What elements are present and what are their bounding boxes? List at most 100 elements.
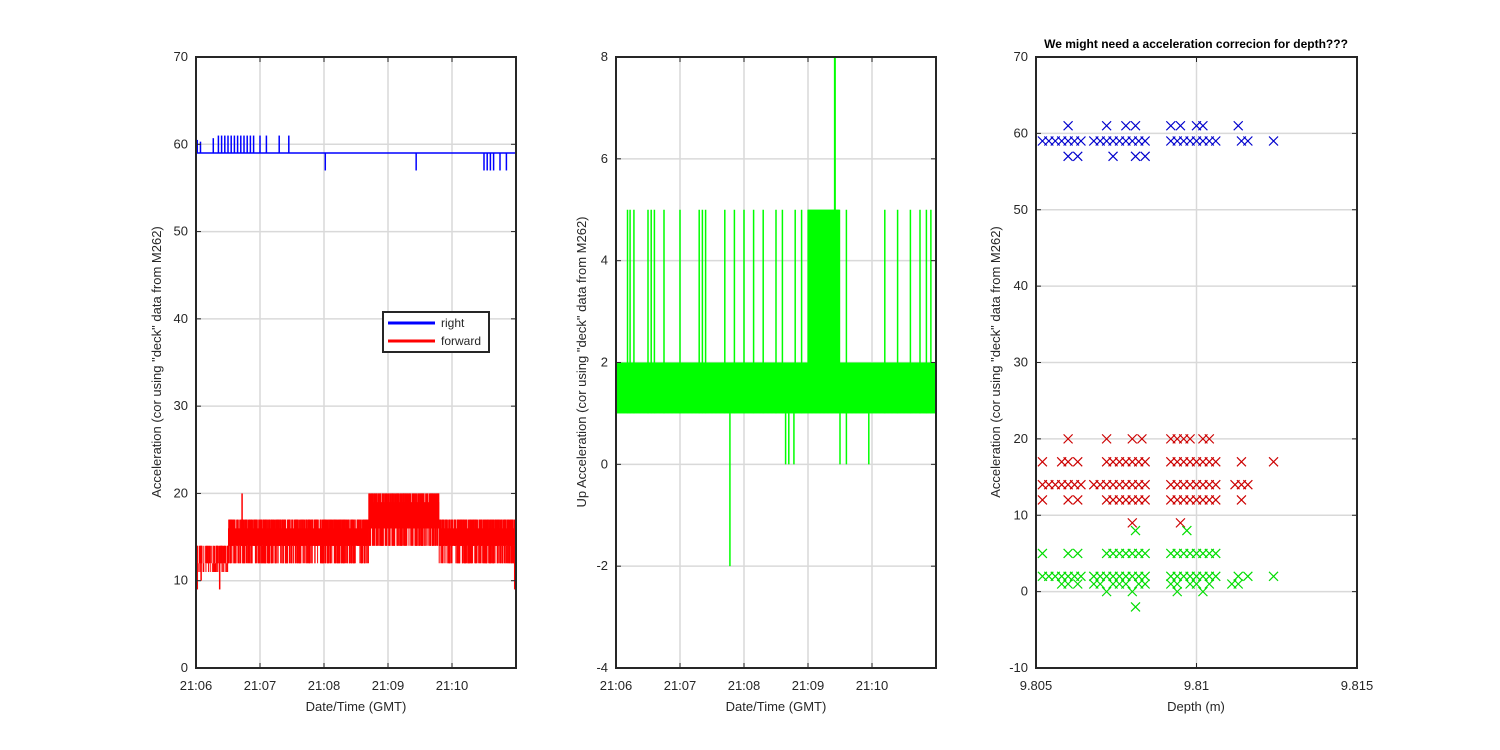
up-marker bbox=[1063, 548, 1074, 559]
right-marker bbox=[1140, 151, 1151, 162]
panel-1-plot-area bbox=[196, 57, 516, 668]
up-marker-stroke bbox=[1037, 548, 1048, 559]
forward-marker bbox=[1268, 456, 1279, 467]
up-marker bbox=[1127, 586, 1138, 597]
y-tick-label: 40 bbox=[174, 311, 188, 326]
forward-marker bbox=[1236, 495, 1247, 505]
forward-band bbox=[228, 528, 369, 546]
right-marker-stroke bbox=[1108, 151, 1118, 162]
up-marker bbox=[1120, 579, 1131, 589]
right-marker-stroke bbox=[1101, 120, 1112, 131]
forward-marker-stroke bbox=[1037, 456, 1048, 467]
up-marker bbox=[1210, 548, 1221, 559]
forward-marker bbox=[1137, 433, 1147, 444]
up-marker bbox=[1191, 579, 1202, 589]
up-marker bbox=[1210, 571, 1221, 582]
right-marker-stroke bbox=[1063, 151, 1074, 162]
right-marker bbox=[1268, 136, 1279, 146]
panel-3-y-ticks: -10 0 10 20 30 40 50 60 70 bbox=[1009, 49, 1357, 675]
right-marker-stroke bbox=[1165, 120, 1176, 131]
forward-marker bbox=[1037, 495, 1048, 505]
panel-3-x-ticks: 9.805 9.81 9.815 bbox=[1020, 57, 1373, 693]
up-marker bbox=[1072, 548, 1083, 559]
x-tick-label: 21:07 bbox=[664, 678, 697, 693]
up-marker bbox=[1101, 586, 1112, 597]
panel-2-x-ticks: 21:06 21:07 21:08 21:09 21:10 bbox=[600, 57, 889, 693]
y-tick-label: 4 bbox=[601, 253, 608, 268]
forward-marker-stroke bbox=[1063, 495, 1074, 505]
forward-marker bbox=[1140, 495, 1151, 505]
panel-1-legend: right forward bbox=[382, 311, 490, 353]
forward-marker bbox=[1210, 456, 1221, 467]
legend-label-right: right bbox=[441, 316, 465, 330]
panel-2-series bbox=[615, 57, 936, 567]
up-marker-stroke bbox=[1130, 525, 1141, 536]
forward-marker bbox=[1140, 479, 1151, 490]
right-marker bbox=[1101, 120, 1112, 131]
up-marker-stroke bbox=[1172, 586, 1183, 597]
up-marker bbox=[1181, 525, 1192, 536]
x-tick-label: 21:08 bbox=[728, 678, 761, 693]
right-marker-stroke bbox=[1210, 136, 1221, 146]
forward-marker-stroke bbox=[1268, 456, 1279, 467]
forward-marker-stroke bbox=[1204, 433, 1215, 444]
forward-marker bbox=[1210, 495, 1221, 505]
right-marker-stroke bbox=[1268, 136, 1279, 146]
up-marker-stroke bbox=[1204, 579, 1215, 589]
up-marker-stroke bbox=[1063, 548, 1074, 559]
up-marker-stroke bbox=[1120, 579, 1131, 589]
forward-marker-stroke bbox=[1076, 479, 1086, 490]
forward-marker-stroke bbox=[1236, 495, 1247, 505]
right-marker-stroke bbox=[1072, 151, 1083, 162]
x-tick-label: 21:10 bbox=[856, 678, 889, 693]
up-marker bbox=[1242, 571, 1253, 582]
panel-2: 21:06 21:07 21:08 21:09 21:10 -4 -2 0 2 4 6 8 Date… bbox=[574, 49, 937, 714]
forward-marker-stroke bbox=[1210, 456, 1221, 467]
right-marker bbox=[1063, 120, 1074, 131]
forward-marker bbox=[1127, 433, 1138, 444]
forward-marker-stroke bbox=[1242, 479, 1253, 490]
up-marker-stroke bbox=[1072, 548, 1083, 559]
y-tick-label: 30 bbox=[1014, 355, 1028, 370]
y-tick-label: 50 bbox=[174, 224, 188, 239]
right-marker-stroke bbox=[1140, 151, 1151, 162]
up-marker bbox=[1140, 548, 1151, 559]
right-marker bbox=[1175, 120, 1186, 131]
y-tick-label: 30 bbox=[174, 398, 188, 413]
right-marker bbox=[1165, 120, 1176, 131]
up-marker-stroke bbox=[1197, 586, 1208, 597]
forward-marker-stroke bbox=[1127, 517, 1138, 528]
forward-marker-stroke bbox=[1140, 479, 1151, 490]
forward-marker-stroke bbox=[1140, 495, 1151, 505]
up-marker-stroke bbox=[1242, 571, 1253, 582]
y-tick-label: 70 bbox=[174, 49, 188, 64]
forward-marker-stroke bbox=[1210, 495, 1221, 505]
up-marker-stroke bbox=[1210, 571, 1221, 582]
up-marker-stroke bbox=[1072, 579, 1083, 589]
right-marker bbox=[1076, 136, 1086, 146]
legend-box bbox=[382, 311, 490, 353]
x-tick-label: 21:09 bbox=[372, 678, 405, 693]
panel-1-series bbox=[195, 135, 516, 590]
y-tick-label: 10 bbox=[174, 573, 188, 588]
up-marker-stroke bbox=[1181, 525, 1192, 536]
y-tick-label: 8 bbox=[601, 49, 608, 64]
up-marker-stroke bbox=[1210, 548, 1221, 559]
y-tick-label: 60 bbox=[1014, 125, 1028, 140]
up-marker-stroke bbox=[1172, 579, 1183, 589]
forward-marker-stroke bbox=[1210, 479, 1221, 490]
up-marker-stroke bbox=[1268, 571, 1279, 582]
forward-marker bbox=[1037, 456, 1048, 467]
up-marker bbox=[1268, 571, 1279, 582]
y-tick-label: 50 bbox=[1014, 202, 1028, 217]
y-tick-label: 10 bbox=[1014, 507, 1028, 522]
forward-marker bbox=[1101, 433, 1112, 444]
panel-1-axes-box bbox=[195, 56, 517, 669]
y-tick-label: 0 bbox=[181, 660, 188, 675]
x-tick-label: 9.805 bbox=[1020, 678, 1053, 693]
right-marker bbox=[1108, 151, 1118, 162]
y-tick-label: 70 bbox=[1014, 49, 1028, 64]
forward-marker-stroke bbox=[1101, 433, 1112, 444]
y-tick-label: -10 bbox=[1009, 660, 1028, 675]
forward-marker-stroke bbox=[1063, 456, 1074, 467]
